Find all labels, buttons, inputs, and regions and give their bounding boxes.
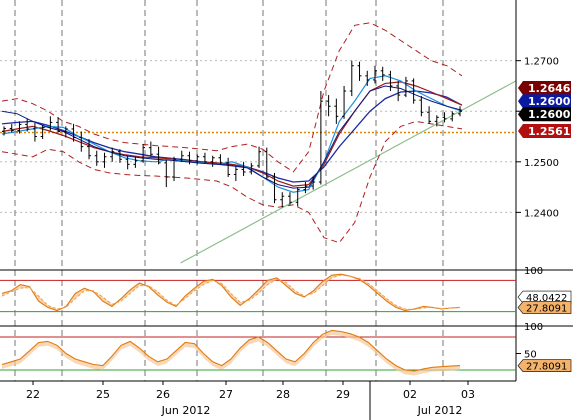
x-tick-label: 22 <box>26 388 40 401</box>
indicator-k-line <box>1 329 461 372</box>
ma-mid-line <box>1 85 463 189</box>
indicator-value-label: 27.8091 <box>526 304 567 315</box>
indicator-value-tag <box>517 359 572 373</box>
right-axis-area <box>516 0 573 420</box>
trend-line <box>180 80 517 264</box>
indicator-value-label: 27.8091 <box>526 362 567 373</box>
price-tag: 1.2646 <box>518 80 571 95</box>
price-tag-box <box>518 123 571 138</box>
lower-band <box>1 120 463 244</box>
price-tag-box <box>518 107 571 122</box>
price-tag-label: 1.2646 <box>528 82 571 95</box>
price-tag: 1.2561 <box>518 123 571 138</box>
indicator-d-line <box>1 274 461 311</box>
indicator-tick-label: 50 <box>524 350 537 361</box>
y-tick-label: 1.2500 <box>524 158 559 169</box>
x-tick-label: 27 <box>219 388 233 401</box>
ma-fast-line <box>1 75 463 193</box>
price-tag-box <box>518 94 571 109</box>
indicator-tick-label: 100 <box>524 322 543 333</box>
price-tag: 1.2600 <box>518 107 571 122</box>
indicator-value-tag <box>517 290 572 304</box>
upper-band <box>1 22 463 173</box>
x-tick-label: 26 <box>156 388 170 401</box>
ma-slow-line <box>1 90 463 183</box>
x-tick-label: 28 <box>276 388 290 401</box>
x-tick-label: 03 <box>461 388 475 401</box>
month-label: Jun 2012 <box>161 404 211 417</box>
x-tick-label: 25 <box>96 388 110 401</box>
indicator-fill <box>2 274 460 311</box>
x-tick-label: 02 <box>403 388 417 401</box>
y-tick-label: 1.2700 <box>524 57 559 68</box>
indicator-value-label: 48.0422 <box>526 293 567 304</box>
month-label: Jul 2012 <box>417 404 463 417</box>
ma-red-line <box>1 81 463 187</box>
price-tag-label: 1.2561 <box>528 125 570 138</box>
price-tag-label: 1.2600 <box>528 108 571 121</box>
price-tag: 1.2600 <box>518 94 571 109</box>
x-tick-label: 29 <box>336 388 350 401</box>
indicator-value-tag <box>517 301 572 314</box>
y-tick-label: 1.2400 <box>524 208 559 219</box>
price-tag-label: 1.2600 <box>528 95 571 108</box>
indicator-tick-label: 100 <box>524 266 543 277</box>
price-tag-box <box>518 80 571 95</box>
indicator-k-line <box>1 273 461 312</box>
